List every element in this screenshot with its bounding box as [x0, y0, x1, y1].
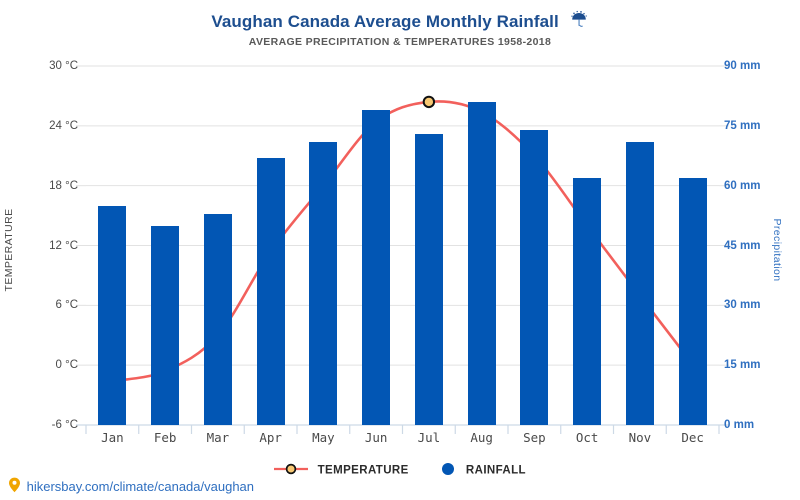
month-label: Sep	[523, 430, 546, 445]
month-label: Nov	[628, 430, 652, 445]
temperature-tick-label: -6 °C	[51, 419, 78, 431]
page-title: Vaughan Canada Average Monthly Rainfall	[0, 10, 800, 35]
temperature-axis-title: TEMPERATURE	[3, 208, 15, 292]
chart-title-text: Vaughan Canada Average Monthly Rainfall	[211, 12, 559, 31]
month-label: Dec	[681, 430, 704, 445]
legend-label-temperature: TEMPERATURE	[317, 464, 409, 477]
rainfall-bar	[256, 157, 285, 425]
line-marker-circle-icon	[274, 463, 309, 478]
umbrella-rain-icon	[569, 10, 589, 35]
legend-item-rainfall[interactable]: RAINFALL	[440, 462, 526, 479]
rainfall-bar	[467, 101, 496, 425]
temperature-tick-label: 12 °C	[49, 239, 78, 252]
month-label: Aug	[470, 430, 493, 445]
rainfall-bar	[520, 129, 549, 425]
rainfall-bar	[362, 109, 391, 425]
temperature-tick-label: 6 °C	[55, 299, 79, 312]
temperature-tick-label: 30 °C	[49, 60, 78, 72]
month-label: Mar	[206, 430, 230, 445]
precipitation-axis-ticks: 0 mm 15 mm 30 mm 45 mm 60 mm 75 mm 90 mm	[724, 0, 800, 500]
precipitation-tick-label: 60 mm	[724, 179, 761, 192]
source-link-text: hikersbay.com/climate/canada/vaughan	[26, 479, 255, 494]
rainfall-bar	[625, 141, 654, 425]
month-label: Jun	[364, 430, 388, 445]
month-label: Jul	[417, 430, 441, 445]
precipitation-tick-label: 75 mm	[724, 119, 761, 132]
temperature-point: Jul: 26.4 °C	[422, 95, 436, 109]
legend-label-rainfall: RAINFALL	[465, 464, 526, 477]
source-link[interactable]: hikersbay.com/climate/canada/vaughan	[8, 477, 254, 496]
rainfall-bar	[203, 213, 232, 425]
temperature-tick-label: 18 °C	[49, 179, 78, 192]
month-label: Apr	[259, 430, 282, 445]
temperature-tick-label: 0 °C	[55, 359, 79, 372]
precipitation-tick-label: 15 mm	[724, 359, 761, 372]
rainfall-bar	[309, 141, 338, 425]
temperature-tick-label: 24 °C	[49, 119, 78, 132]
precipitation-tick-label: 45 mm	[724, 239, 761, 252]
filled-circle-icon	[440, 462, 456, 479]
chart-subtitle: AVERAGE PRECIPITATION & TEMPERATURES 195…	[248, 36, 552, 48]
temperature-axis-ticks: -6 °C 0 °C 6 °C 12 °C 18 °C 24 °C 30 °C	[0, 0, 78, 500]
precipitation-tick-label: 90 mm	[724, 60, 761, 72]
month-label: Feb	[153, 430, 177, 445]
rainfall-bar	[678, 177, 707, 425]
precipitation-axis-title: Precipitation	[771, 218, 783, 282]
precipitation-tick-label: 0 mm	[724, 419, 755, 431]
precipitation-tick-label: 30 mm	[724, 299, 761, 312]
map-pin-icon	[8, 477, 21, 496]
rainfall-bar	[414, 133, 443, 425]
month-label: Oct	[575, 430, 599, 445]
month-label: May	[312, 430, 335, 445]
chart-legend: TEMPERATURE RAINFALL	[0, 462, 800, 479]
legend-item-temperature[interactable]: TEMPERATURE	[274, 463, 409, 478]
month-label: Jan	[101, 430, 124, 445]
rainfall-bar	[98, 205, 127, 425]
rainfall-bar	[151, 225, 180, 425]
rainfall-bar	[573, 177, 602, 425]
